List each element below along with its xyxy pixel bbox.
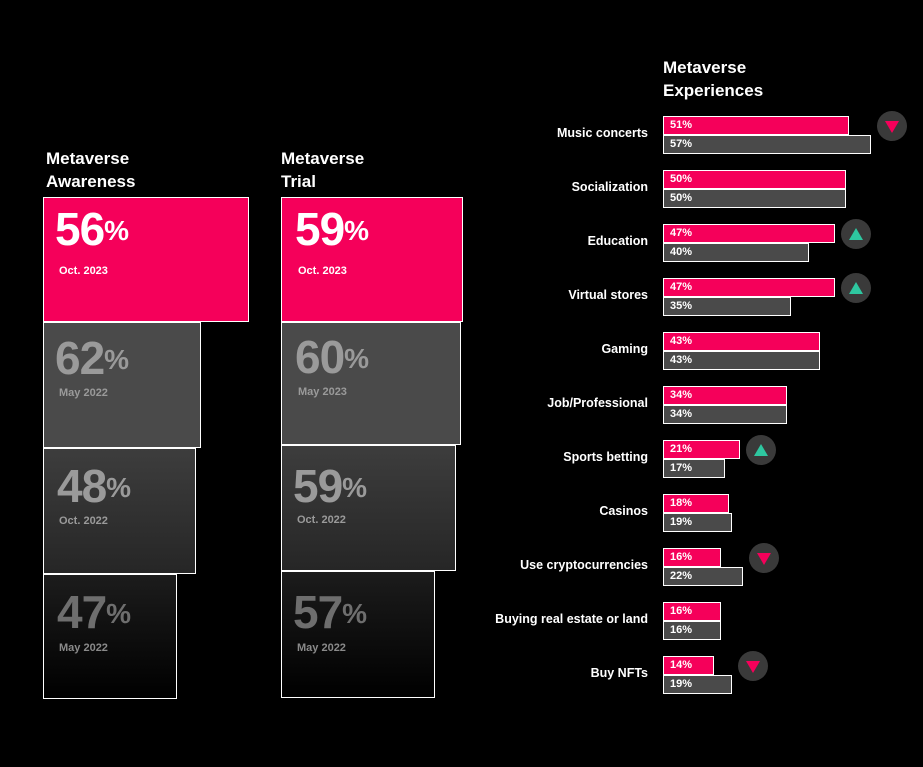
bar-current: 47% xyxy=(663,224,835,243)
awareness-block: 47% May 2022 xyxy=(43,574,177,699)
trial-block: 59% Oct. 2022 xyxy=(281,445,456,571)
experiences-title: Metaverse Experiences xyxy=(663,58,764,100)
category-label: Gaming xyxy=(601,342,648,356)
bar-previous: 19% xyxy=(663,675,732,694)
trial-block-date: May 2022 xyxy=(297,642,346,654)
bar-current: 43% xyxy=(663,332,820,351)
category-label: Music concerts xyxy=(556,126,648,140)
bar-previous: 17% xyxy=(663,459,725,478)
awareness-block: 48% Oct. 2022 xyxy=(43,448,196,574)
bar-previous: 50% xyxy=(663,189,846,208)
awareness-block-date: Oct. 2022 xyxy=(59,515,108,527)
category-label: Buy NFTs xyxy=(590,666,648,680)
awareness-block-value: 62% xyxy=(55,332,129,384)
category-label: Buying real estate or land xyxy=(495,612,648,626)
trial-block-date: Oct. 2022 xyxy=(297,514,346,526)
category-label: Virtual stores xyxy=(568,288,648,302)
bar-current: 14% xyxy=(663,656,714,675)
trend-down-icon xyxy=(738,651,768,681)
bar-current: 21% xyxy=(663,440,740,459)
awareness-block-date: May 2022 xyxy=(59,387,108,399)
awareness-title: Metaverse Awareness xyxy=(46,149,136,191)
trial-block-value: 60% xyxy=(295,331,369,383)
bar-current: 50% xyxy=(663,170,846,189)
bar-previous: 43% xyxy=(663,351,820,370)
trend-up-icon xyxy=(841,219,871,249)
trial-block-value: 59% xyxy=(293,460,367,512)
awareness-block: 62% May 2022 xyxy=(43,322,201,448)
awareness-block-value: 47% xyxy=(57,586,131,638)
trial-block-value: 57% xyxy=(293,586,367,638)
bar-previous: 16% xyxy=(663,621,721,640)
bar-previous: 40% xyxy=(663,243,809,262)
bar-previous: 22% xyxy=(663,567,743,586)
awareness-block-value: 48% xyxy=(57,460,131,512)
category-label: Casinos xyxy=(599,504,648,518)
category-label: Use cryptocurrencies xyxy=(520,558,648,572)
trial-block: 57% May 2022 xyxy=(281,571,435,698)
bar-current: 16% xyxy=(663,602,721,621)
category-label: Education xyxy=(587,234,648,248)
trend-up-icon xyxy=(841,273,871,303)
trend-up-icon xyxy=(746,435,776,465)
trend-down-icon xyxy=(749,543,779,573)
bar-previous: 34% xyxy=(663,405,787,424)
bar-current: 16% xyxy=(663,548,721,567)
bar-previous: 57% xyxy=(663,135,871,154)
trend-down-icon xyxy=(877,111,907,141)
awareness-block-date: May 2022 xyxy=(59,642,108,654)
trial-block-date: Oct. 2023 xyxy=(298,265,347,277)
bar-current: 34% xyxy=(663,386,787,405)
trial-block-value: 59% xyxy=(295,203,369,255)
awareness-block-date: Oct. 2023 xyxy=(59,265,108,277)
bar-previous: 19% xyxy=(663,513,732,532)
bar-current: 47% xyxy=(663,278,835,297)
trial-block-date: May 2023 xyxy=(298,386,347,398)
awareness-block: 56% Oct. 2023 xyxy=(43,197,249,322)
bar-current: 51% xyxy=(663,116,849,135)
category-label: Job/Professional xyxy=(547,396,648,410)
trial-block: 60% May 2023 xyxy=(281,322,461,445)
trial-block: 59% Oct. 2023 xyxy=(281,197,463,322)
bar-previous: 35% xyxy=(663,297,791,316)
bar-current: 18% xyxy=(663,494,729,513)
category-label: Socialization xyxy=(571,180,648,194)
category-label: Sports betting xyxy=(563,450,648,464)
trial-title: Metaverse Trial xyxy=(281,149,365,191)
awareness-block-value: 56% xyxy=(55,203,129,255)
